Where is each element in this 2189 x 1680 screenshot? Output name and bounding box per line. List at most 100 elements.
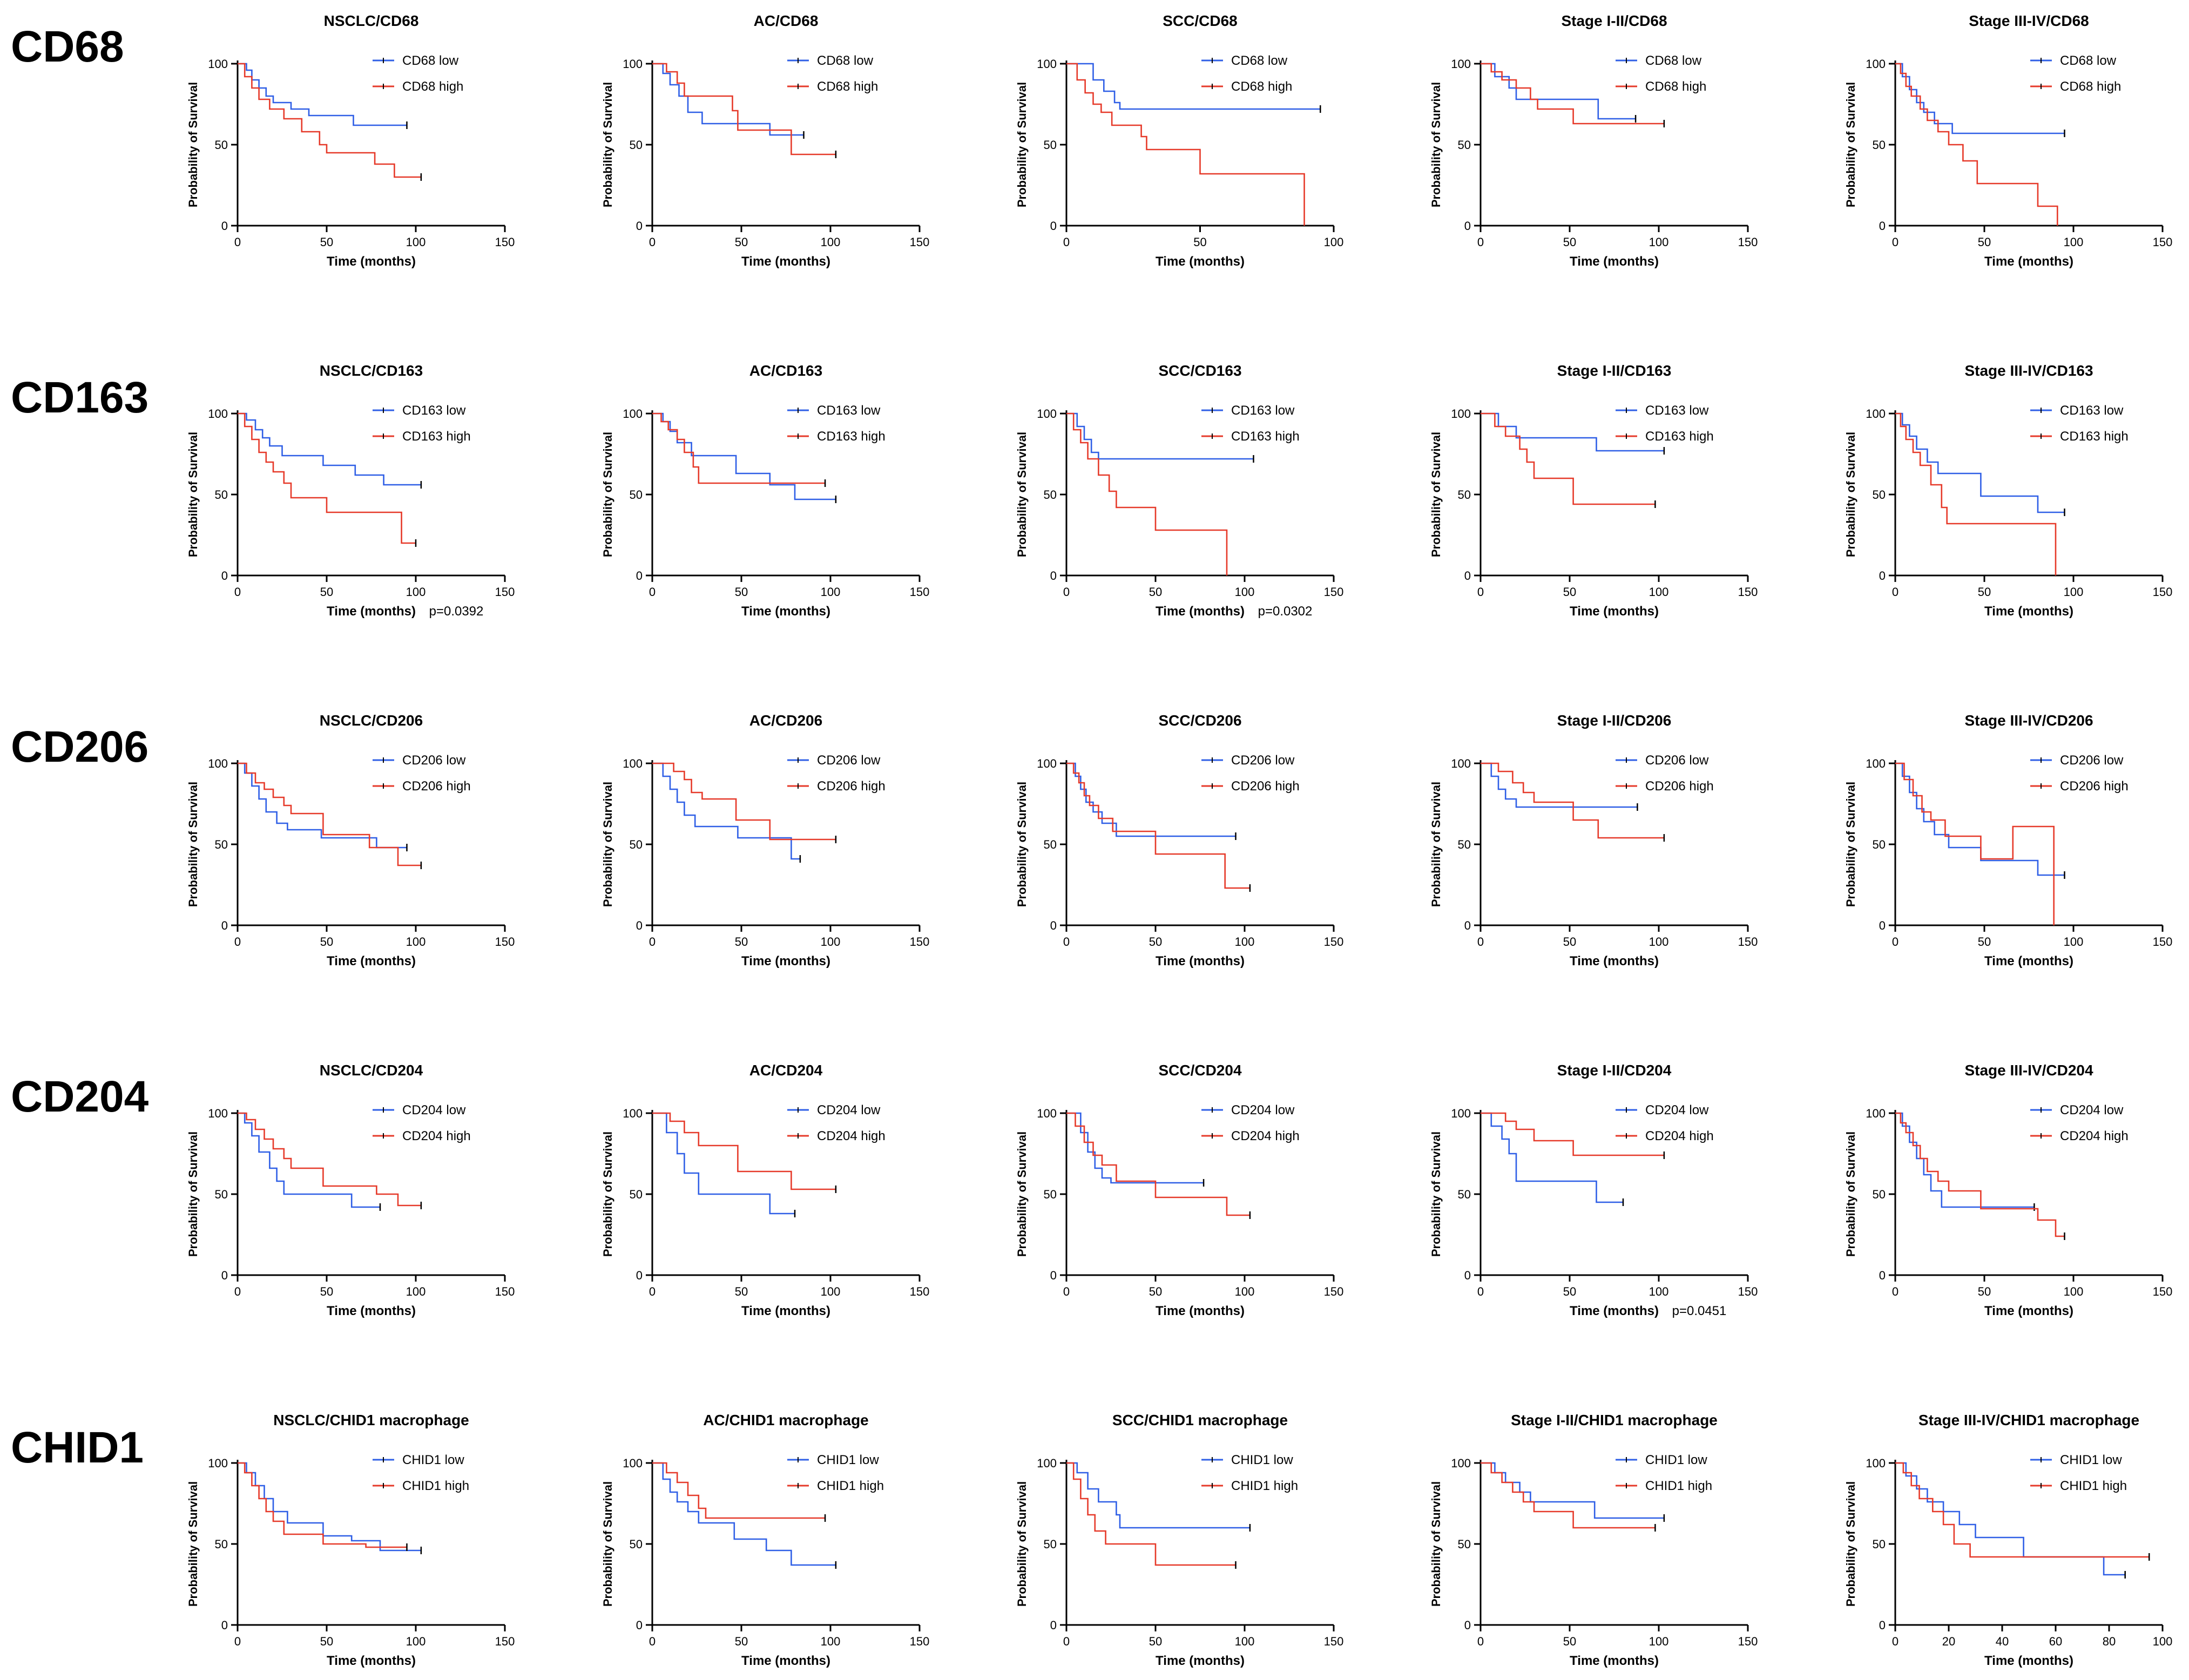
- panel-22-x-label: Time (months): [741, 1654, 830, 1668]
- panel-3-x-tick-label: 50: [1193, 235, 1206, 249]
- panel-14-x-tick-label: 150: [1738, 935, 1758, 949]
- panel-19-series-high-line: [1481, 1112, 1664, 1156]
- panel-7-series-low-line: [652, 412, 836, 500]
- panel-11-y-tick-label: 0: [221, 919, 228, 932]
- panel-21-legend-high-label: CHID1 high: [402, 1479, 469, 1493]
- panel-14-x-label: Time (months): [1570, 954, 1659, 968]
- panel-20-y-label: Probability of Survival: [1844, 1132, 1857, 1257]
- panel-18-series-high-line: [1066, 1112, 1250, 1216]
- panel-5-x-tick-label: 0: [1892, 235, 1899, 249]
- panel-6-y-tick-label: 50: [215, 488, 228, 502]
- panel-19-series-low-line: [1481, 1112, 1623, 1203]
- panel-20-x-tick-label: 0: [1892, 1285, 1899, 1298]
- panel-8-x-tick-label: 150: [1324, 585, 1344, 599]
- panel-1-y-tick-label: 0: [221, 219, 228, 233]
- panel-20-y-tick-label: 50: [1873, 1188, 1886, 1201]
- panel-14-y-tick-label: 100: [1451, 757, 1471, 770]
- panel-21-y-tick-label: 100: [208, 1457, 228, 1470]
- panel-17-title: AC/CD204: [749, 1062, 823, 1079]
- panel-15-x-tick-label: 0: [1892, 935, 1899, 949]
- panel-7-legend-high-label: CD163 high: [817, 429, 886, 444]
- panel-10-y-tick-label: 0: [1879, 569, 1886, 582]
- panel-9-x-tick-label: 50: [1563, 585, 1576, 599]
- panel-8-y-tick-label: 50: [1044, 488, 1057, 502]
- panel-5-y-tick-label: 50: [1873, 138, 1886, 152]
- panel-7-x-tick-label: 150: [910, 585, 930, 599]
- panel-4-title: Stage I-II/CD68: [1561, 12, 1667, 29]
- panel-7-x-tick-label: 50: [735, 585, 748, 599]
- panel-16-x-tick-label: 100: [406, 1285, 426, 1298]
- panel-3-x-tick-label: 100: [1324, 235, 1344, 249]
- panel-5-x-tick-label: 100: [2064, 235, 2084, 249]
- panel-6-series-low-line: [238, 412, 421, 486]
- panel-24-x-tick-label: 50: [1563, 1635, 1576, 1648]
- panel-11-x-tick-label: 50: [320, 935, 333, 949]
- panel-1-y-label: Probability of Survival: [186, 82, 200, 207]
- panel-8-x-tick-label: 50: [1149, 585, 1162, 599]
- panel-5-x-label: Time (months): [1984, 254, 2073, 269]
- panel-3-y-tick-label: 0: [1050, 219, 1057, 233]
- panel-9-series-low-line: [1481, 412, 1664, 452]
- panel-9-y-label: Probability of Survival: [1429, 432, 1443, 557]
- panel-4-y-tick-label: 0: [1464, 219, 1471, 233]
- panel-8-series-high-line: [1066, 412, 1228, 575]
- panel-11-x-tick-label: 0: [234, 935, 241, 949]
- panel-23-x-tick-label: 150: [1324, 1635, 1344, 1648]
- panel-6-legend-high-label: CD163 high: [402, 429, 471, 444]
- panel-13-y-tick-label: 0: [1050, 919, 1057, 932]
- panel-2-x-tick-label: 50: [735, 235, 748, 249]
- panel-17-series-low-line: [652, 1112, 795, 1215]
- panel-6-title: NSCLC/CD163: [320, 362, 423, 379]
- panel-19-title: Stage I-II/CD204: [1557, 1062, 1672, 1079]
- panel-25-y-label: Probability of Survival: [1844, 1481, 1857, 1607]
- panel-7-legend-low-label: CD163 low: [817, 403, 881, 418]
- panel-15-x-tick-label: 100: [2064, 935, 2084, 949]
- panel-9-x-label: Time (months): [1570, 604, 1659, 619]
- panel-23-series-low-line: [1066, 1462, 1250, 1529]
- panel-17-y-tick-label: 50: [630, 1188, 643, 1201]
- panel-16-series-low-line: [238, 1112, 380, 1208]
- panel-15-title: Stage III-IV/CD206: [1964, 712, 2093, 729]
- panel-5-x-tick-label: 150: [2153, 235, 2173, 249]
- panel-19-y-label: Probability of Survival: [1429, 1132, 1443, 1257]
- panel-5-x-tick-label: 50: [1978, 235, 1991, 249]
- panel-16-x-label: Time (months): [327, 1304, 416, 1318]
- panel-15-y-tick-label: 100: [1866, 757, 1886, 770]
- panel-12-legend-low-label: CD206 low: [817, 753, 881, 768]
- panel-19-p-value: p=0.0451: [1672, 1304, 1727, 1318]
- panel-1-x-tick-label: 100: [406, 235, 426, 249]
- panel-20-y-tick-label: 100: [1866, 1107, 1886, 1120]
- panel-8-y-label: Probability of Survival: [1015, 432, 1029, 557]
- panel-20-legend-low-label: CD204 low: [2060, 1103, 2124, 1117]
- panel-3-title: SCC/CD68: [1163, 12, 1237, 29]
- panel-5-legend-high-label: CD68 high: [2060, 79, 2121, 94]
- panel-4-legend-high-label: CD68 high: [1645, 79, 1706, 94]
- panel-13-title: SCC/CD206: [1158, 712, 1241, 729]
- panel-4-y-tick-label: 50: [1458, 138, 1471, 152]
- panel-24-x-label: Time (months): [1570, 1654, 1659, 1668]
- panel-2-y-tick-label: 50: [630, 138, 643, 152]
- panel-15-y-label: Probability of Survival: [1844, 782, 1857, 907]
- panel-4-y-label: Probability of Survival: [1429, 82, 1443, 207]
- panel-20-x-tick-label: 100: [2064, 1285, 2084, 1298]
- panel-8-legend-low-label: CD163 low: [1231, 403, 1295, 418]
- panel-18-y-tick-label: 0: [1050, 1269, 1057, 1282]
- panel-21-x-tick-label: 0: [234, 1635, 241, 1648]
- panel-23-y-tick-label: 50: [1044, 1537, 1057, 1551]
- panel-3-y-label: Probability of Survival: [1015, 82, 1029, 207]
- panel-2-legend-high-label: CD68 high: [817, 79, 878, 94]
- panel-16-x-tick-label: 150: [495, 1285, 515, 1298]
- panel-11-y-label: Probability of Survival: [186, 782, 200, 907]
- panel-2-legend-low-label: CD68 low: [817, 53, 874, 68]
- panel-14-legend-high-label: CD206 high: [1645, 779, 1714, 794]
- panel-20-series-high-line: [1895, 1112, 2065, 1237]
- panel-1-series-high-line: [238, 63, 421, 178]
- panel-8-series-low-line: [1066, 412, 1254, 460]
- panel-17-x-tick-label: 0: [649, 1285, 656, 1298]
- panel-3-legend-high-label: CD68 high: [1231, 79, 1292, 94]
- panel-4-legend-low-label: CD68 low: [1645, 53, 1702, 68]
- panel-18-y-label: Probability of Survival: [1015, 1132, 1029, 1257]
- panel-12-title: AC/CD206: [749, 712, 822, 729]
- panel-17-legend-high-label: CD204 high: [817, 1129, 886, 1143]
- panel-23-y-tick-label: 100: [1037, 1457, 1057, 1470]
